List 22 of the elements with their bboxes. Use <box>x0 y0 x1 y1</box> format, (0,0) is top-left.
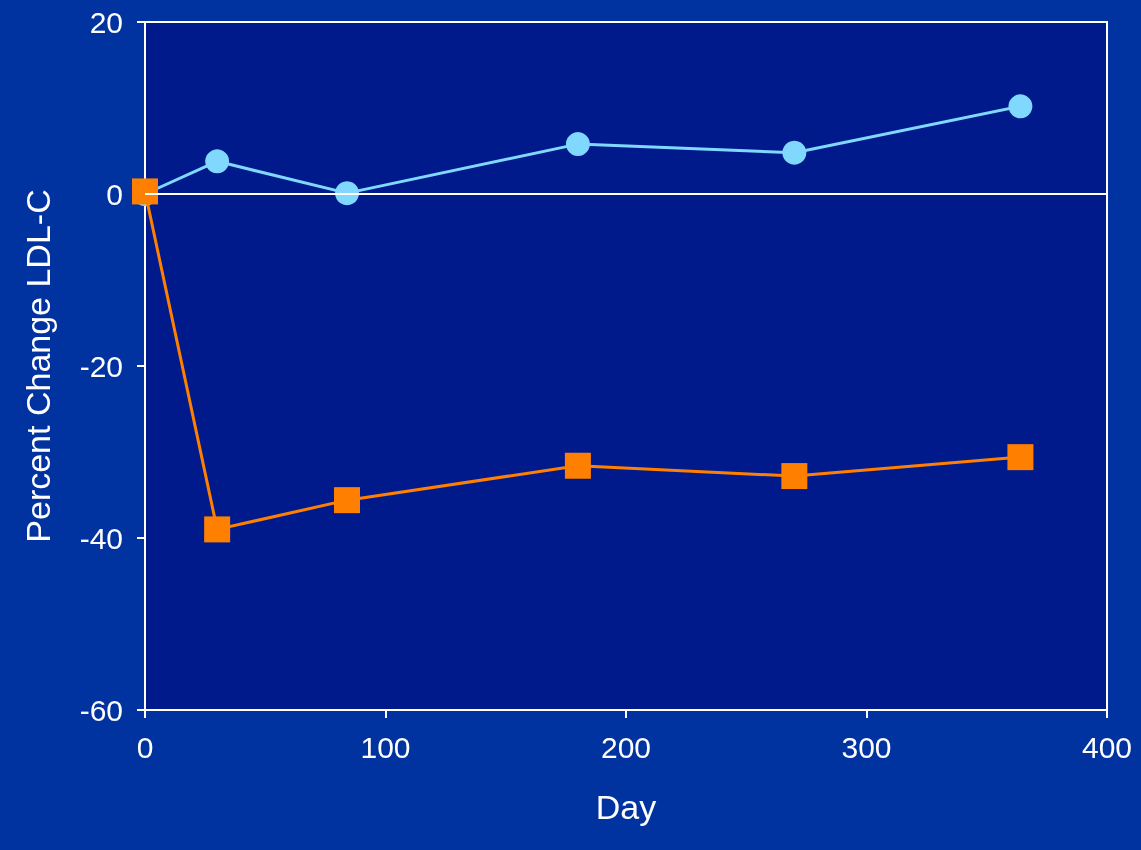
y-tick-label: 0 <box>106 177 123 211</box>
point <box>564 452 591 479</box>
y-tick-label: 20 <box>89 5 123 39</box>
point <box>565 132 590 157</box>
y-tick-label: -40 <box>79 521 123 555</box>
y-tick-label: -20 <box>79 349 123 383</box>
x-tick-label: 0 <box>136 730 154 764</box>
x-tick-label: 100 <box>360 730 411 764</box>
point <box>781 463 808 490</box>
point <box>132 178 158 205</box>
point <box>334 487 361 514</box>
x-tick-label: 200 <box>600 730 652 764</box>
y-axis-title: Percent Change LDL-C <box>19 189 57 543</box>
point <box>782 140 807 165</box>
x-tick-label: 300 <box>841 730 892 764</box>
point <box>205 149 230 174</box>
x-axis-title: Day <box>595 788 657 826</box>
point <box>1007 444 1034 471</box>
x-tick-label: 400 <box>1081 730 1133 764</box>
point <box>204 516 231 543</box>
point <box>1008 94 1033 119</box>
y-tick-label: -60 <box>79 693 123 727</box>
